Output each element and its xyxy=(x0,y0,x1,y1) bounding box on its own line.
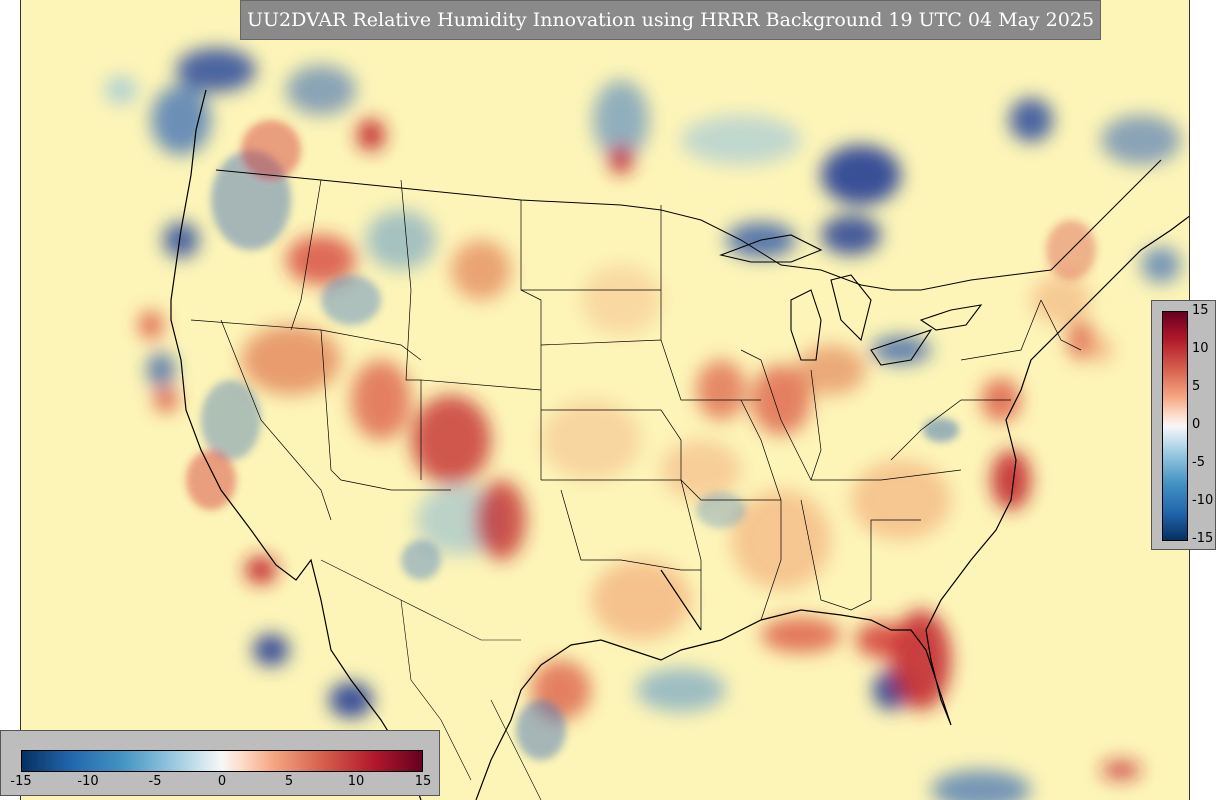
bottom-tick-label: -10 xyxy=(77,774,99,789)
bottom-tick-label: -15 xyxy=(10,774,32,789)
bottom-tick-label: 15 xyxy=(414,774,432,789)
state-boundaries xyxy=(190,179,1082,630)
map-title: UU2DVAR Relative Humidity Innovation usi… xyxy=(240,0,1101,40)
right-tick-label: 5 xyxy=(1192,379,1201,394)
bottom-tick-label: 10 xyxy=(347,774,365,789)
right-tick-label: -5 xyxy=(1192,455,1205,470)
bottom-tick-label: 5 xyxy=(284,774,294,789)
bottom-tick-label: -5 xyxy=(148,774,162,789)
right-tick-label: 10 xyxy=(1192,341,1209,356)
map-panel xyxy=(20,0,1190,800)
right-tick-label: 15 xyxy=(1192,303,1209,318)
right-colorbar: 15 10 5 0 -5 -10 -15 xyxy=(1151,300,1216,550)
right-tick-label: -10 xyxy=(1192,493,1214,508)
bottom-colorbar: -15 -10 -5 0 5 10 15 xyxy=(0,730,440,796)
bottom-colorbar-gradient xyxy=(21,750,423,772)
bottom-tick-label: 0 xyxy=(217,774,227,789)
us-coastline xyxy=(170,89,1189,800)
great-lakes xyxy=(719,234,983,366)
mexico-boundaries xyxy=(320,559,542,800)
right-colorbar-gradient xyxy=(1162,311,1188,541)
humidity-innovation-map xyxy=(21,0,1189,800)
innovation-field xyxy=(105,48,1181,800)
right-tick-label: 0 xyxy=(1192,417,1201,432)
right-tick-label: -15 xyxy=(1192,531,1214,546)
